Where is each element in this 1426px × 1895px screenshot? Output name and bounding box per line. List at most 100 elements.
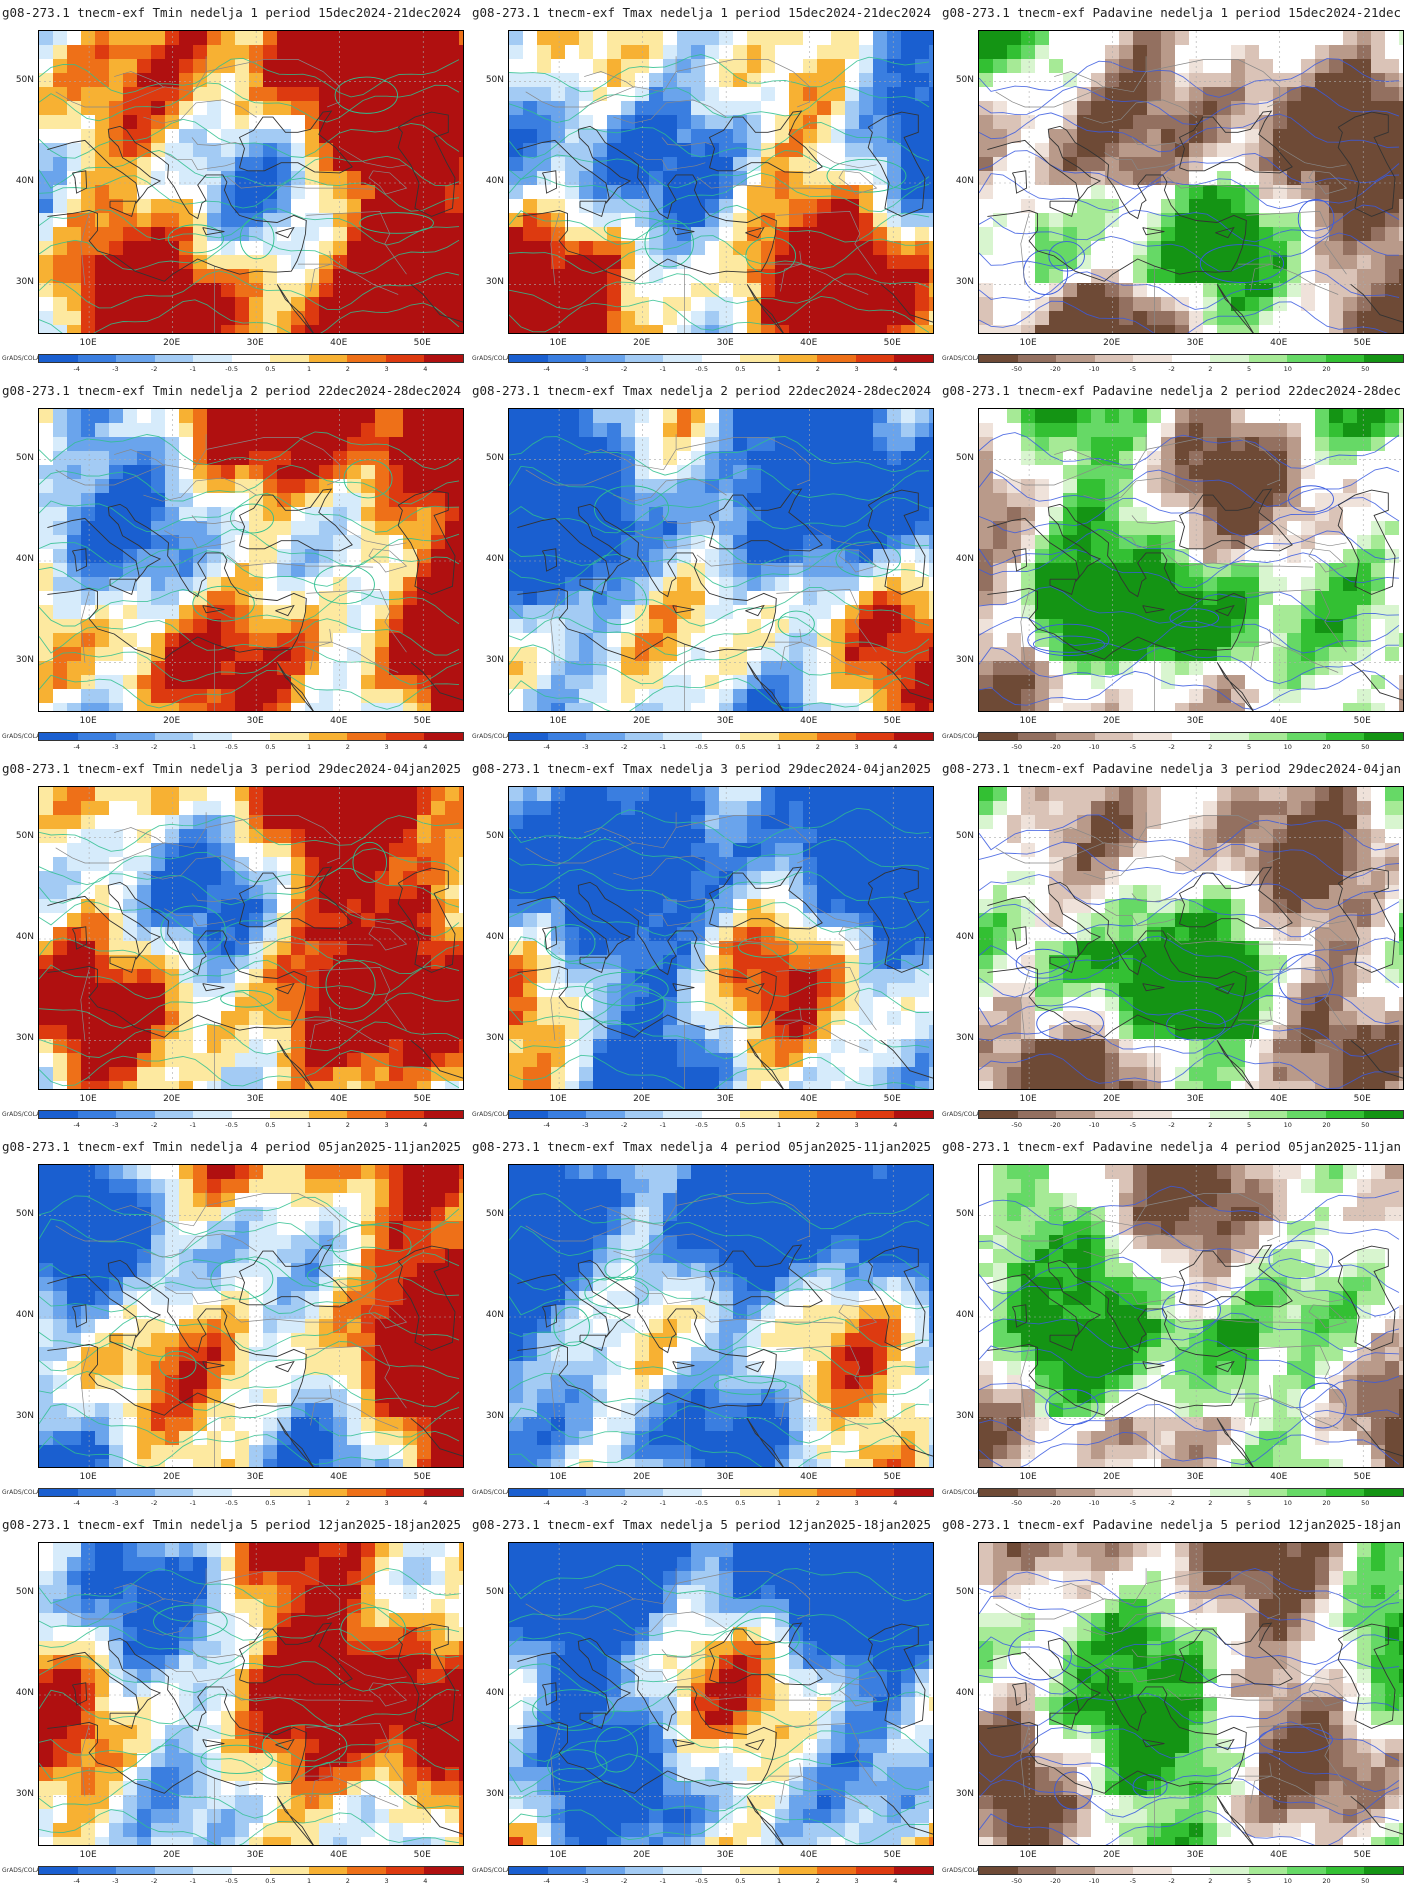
lon-label: 10E [549, 1850, 567, 1860]
lon-label: 30E [246, 1850, 264, 1860]
colorbar-swatch [817, 1489, 856, 1496]
lon-label: 10E [549, 1094, 567, 1104]
lon-label: 50E [1353, 1472, 1371, 1482]
colorbar-swatch [1248, 733, 1288, 740]
lon-label: 20E [633, 1850, 651, 1860]
colorbar-tick-label: -2 [1168, 743, 1175, 751]
lat-label: 30N [955, 277, 974, 288]
colorbar-tick-label: -4 [543, 1877, 550, 1885]
colorbar-swatch [1364, 355, 1404, 362]
lat-label: 50N [955, 452, 974, 463]
colorbar-swatch [193, 1489, 232, 1496]
colorbar-swatch [116, 355, 155, 362]
lat-label: 30N [15, 1033, 34, 1044]
lon-label: 40E [800, 716, 818, 726]
colorbar-tick-label: -1 [189, 1499, 197, 1507]
lon-label: 10E [1019, 1094, 1037, 1104]
lat-label: 40N [15, 554, 34, 564]
colorbar-swatch [586, 1489, 625, 1496]
colorbar-tick-label: -3 [112, 365, 119, 373]
lon-label: 30E [1186, 1472, 1204, 1482]
colorbar-swatch [586, 355, 625, 362]
colorbar-swatch [385, 355, 425, 362]
colorbar-tick-label: -50 [1011, 1877, 1023, 1885]
lat-label: 40N [15, 1310, 34, 1320]
lon-label: 40E [800, 1850, 818, 1860]
lon-label: 20E [163, 1850, 181, 1860]
colorbar-swatch [1325, 1111, 1365, 1118]
colorbar-tick-label: 3 [384, 365, 389, 373]
colorbar-tick-label: -0.5 [695, 1499, 708, 1507]
map-svg [979, 1165, 1403, 1467]
colorbar-swatch [979, 1489, 1018, 1496]
colorbar-swatch [1287, 733, 1326, 740]
lon-label: 40E [330, 1094, 348, 1104]
colorbar-swatch [424, 1489, 464, 1496]
map-svg [39, 31, 463, 333]
lon-label: 30E [716, 1850, 734, 1860]
lon-label: 20E [163, 1472, 181, 1482]
forecast-panel: g08-273.1 tnecm-exf Tmax nedelja 4 perio… [472, 1134, 934, 1509]
map-svg [979, 409, 1403, 711]
colorbar-tick-label: 3 [854, 743, 859, 751]
colorbar-swatch [509, 1867, 548, 1874]
map-area [38, 408, 464, 712]
colorbar-tick-label: -2 [150, 1877, 158, 1885]
colorbar-tick-label: 3 [854, 365, 859, 373]
colorbar-swatch [385, 1111, 425, 1118]
colorbar-tick-label: 2 [1208, 365, 1213, 373]
map-svg [509, 787, 933, 1089]
colorbar-tick-label: 4 [423, 1877, 428, 1885]
lon-label: 10E [79, 1094, 97, 1104]
colorbar-tick-label: -4 [73, 743, 80, 751]
colorbar-tick-label: -2 [620, 1499, 628, 1507]
lon-label: 30E [1186, 338, 1204, 348]
colorbar [38, 1866, 464, 1875]
colorbar-tick-label: -1 [659, 1499, 667, 1507]
colorbar-tick-label: 3 [854, 1121, 859, 1129]
colorbar-swatch [701, 1867, 741, 1874]
colorbar-swatch [193, 355, 232, 362]
colorbar-tick-label: -50 [1011, 743, 1023, 751]
panel-title: g08-273.1 tnecm-exf Tmax nedelja 2 perio… [472, 383, 932, 398]
colorbar [508, 732, 934, 741]
colorbar-tick-label: -1 [659, 1121, 667, 1129]
lat-label: 40N [15, 1688, 34, 1698]
colorbar-tick-label: -3 [582, 1121, 589, 1129]
colorbar-tick-label: -3 [582, 743, 589, 751]
colorbar-swatch [701, 733, 741, 740]
colorbar [38, 1110, 464, 1119]
colorbar-swatch [116, 1489, 155, 1496]
colorbar-swatch [740, 1489, 779, 1496]
lon-label: 30E [716, 716, 734, 726]
colorbar [508, 1488, 934, 1497]
map-area [508, 786, 934, 1090]
colorbar-tick-label: 5 [1247, 1499, 1252, 1507]
colorbar-swatch [1325, 355, 1365, 362]
colorbar-tick-label: -0.5 [225, 1877, 238, 1885]
colorbar-tick-label: 3 [854, 1877, 859, 1885]
colorbar-swatch [855, 1111, 895, 1118]
colorbar-swatch [77, 1867, 117, 1874]
lat-label: 50N [485, 1208, 504, 1219]
colorbar [508, 1110, 934, 1119]
lon-label: 50E [1353, 716, 1371, 726]
colorbar-tick-label: -1 [189, 1877, 197, 1885]
map-svg [509, 409, 933, 711]
lat-label: 30N [15, 1411, 34, 1422]
colorbar-swatch [1056, 733, 1095, 740]
map-svg [979, 1543, 1403, 1845]
colorbar-swatch [1017, 1489, 1057, 1496]
lon-label: 10E [549, 1472, 567, 1482]
colorbar-swatch [1325, 1867, 1365, 1874]
colorbar-tick-label: -20 [1050, 1121, 1061, 1129]
lon-label: 50E [883, 1472, 901, 1482]
colorbar-tick-label: 2 [345, 1877, 350, 1885]
forecast-panel: g08-273.1 tnecm-exf Tmin nedelja 3 perio… [2, 756, 464, 1131]
panel-title: g08-273.1 tnecm-exf Tmin nedelja 1 perio… [2, 5, 462, 20]
grads-label: GrADS/COLA [472, 355, 511, 362]
colorbar-swatch [347, 1111, 386, 1118]
colorbar-tick-label: -0.5 [695, 743, 708, 751]
colorbar-swatch [231, 1489, 271, 1496]
colorbar-tick-label: 3 [384, 1877, 389, 1885]
